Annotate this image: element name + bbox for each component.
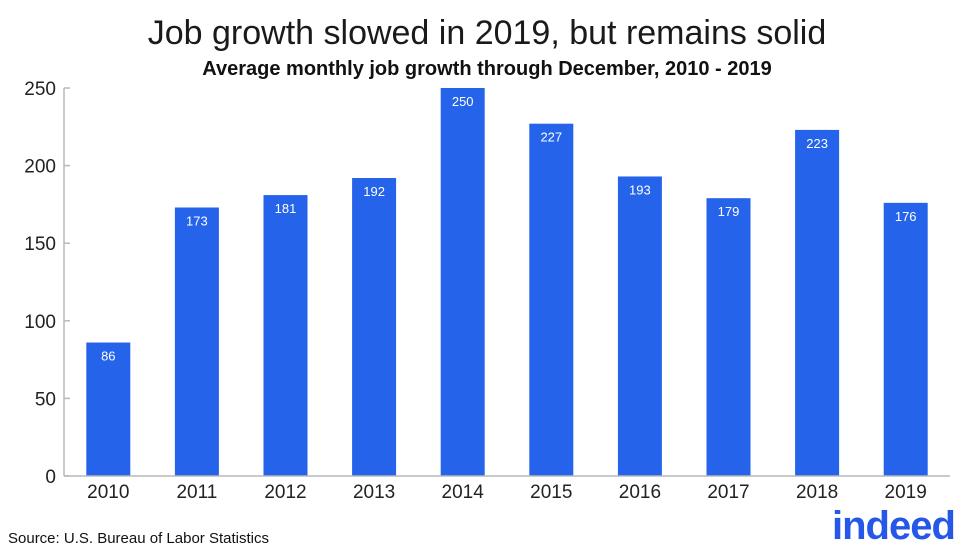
bar-2015: [529, 123, 574, 477]
y-tick-label-50: 50: [35, 389, 56, 410]
bar-labels-group: 86 173 181 192 250 227 193 179 223 176: [101, 94, 916, 364]
x-tick-label-2015: 2015: [530, 482, 572, 503]
y-tick-label-150: 150: [24, 234, 56, 255]
bar-value-label-2010: 86: [101, 349, 115, 364]
bar-value-label-2019: 176: [895, 209, 917, 224]
x-tick-label-2018: 2018: [796, 482, 838, 503]
y-tick-label-250: 250: [24, 79, 56, 100]
bars-group: [86, 88, 928, 477]
x-tick-label-2013: 2013: [353, 482, 395, 503]
x-tick-label-2014: 2014: [442, 482, 485, 503]
x-tick-labels-group: 2010 2011 2012 2013 2014 2015 2016 2017 2018 2019: [87, 482, 927, 503]
bar-2014: [440, 88, 485, 476]
bar-2016: [617, 176, 662, 477]
bar-value-label-2011: 173: [186, 214, 208, 229]
bar-2013: [352, 178, 397, 477]
y-tick-label-100: 100: [24, 312, 56, 333]
chart-title: Job growth slowed in 2019, but remains s…: [147, 14, 827, 52]
x-tick-label-2010: 2010: [87, 482, 129, 503]
bar-2019: [883, 202, 928, 476]
bar-value-label-2017: 179: [718, 204, 740, 219]
bar-2010: [86, 342, 131, 476]
indeed-logo: indeed: [832, 504, 956, 548]
bar-value-label-2013: 192: [363, 184, 385, 199]
bar-2012: [263, 195, 308, 476]
bar-value-label-2015: 227: [540, 130, 562, 145]
axes-group: [63, 87, 950, 477]
bar-value-label-2018: 223: [806, 136, 828, 151]
x-tick-label-2019: 2019: [885, 482, 927, 503]
bar-value-label-2016: 193: [629, 182, 651, 197]
y-tick-labels-group: 0 50 100 150 200 250: [24, 79, 56, 488]
x-tick-label-2016: 2016: [619, 482, 661, 503]
bar-2018: [795, 129, 840, 477]
y-tick-label-200: 200: [24, 157, 56, 178]
x-tick-label-2017: 2017: [707, 482, 749, 503]
chart-subtitle: Average monthly job growth through Decem…: [202, 58, 772, 80]
bar-2017: [706, 198, 751, 476]
source-note: Source: U.S. Bureau of Labor Statistics: [8, 530, 269, 547]
bar-value-label-2012: 181: [275, 201, 297, 216]
y-tick-label-0: 0: [45, 467, 56, 488]
x-tick-label-2011: 2011: [176, 482, 217, 503]
bar-2011: [174, 207, 219, 476]
bar-value-label-2014: 250: [452, 94, 474, 109]
x-tick-label-2012: 2012: [264, 482, 306, 503]
